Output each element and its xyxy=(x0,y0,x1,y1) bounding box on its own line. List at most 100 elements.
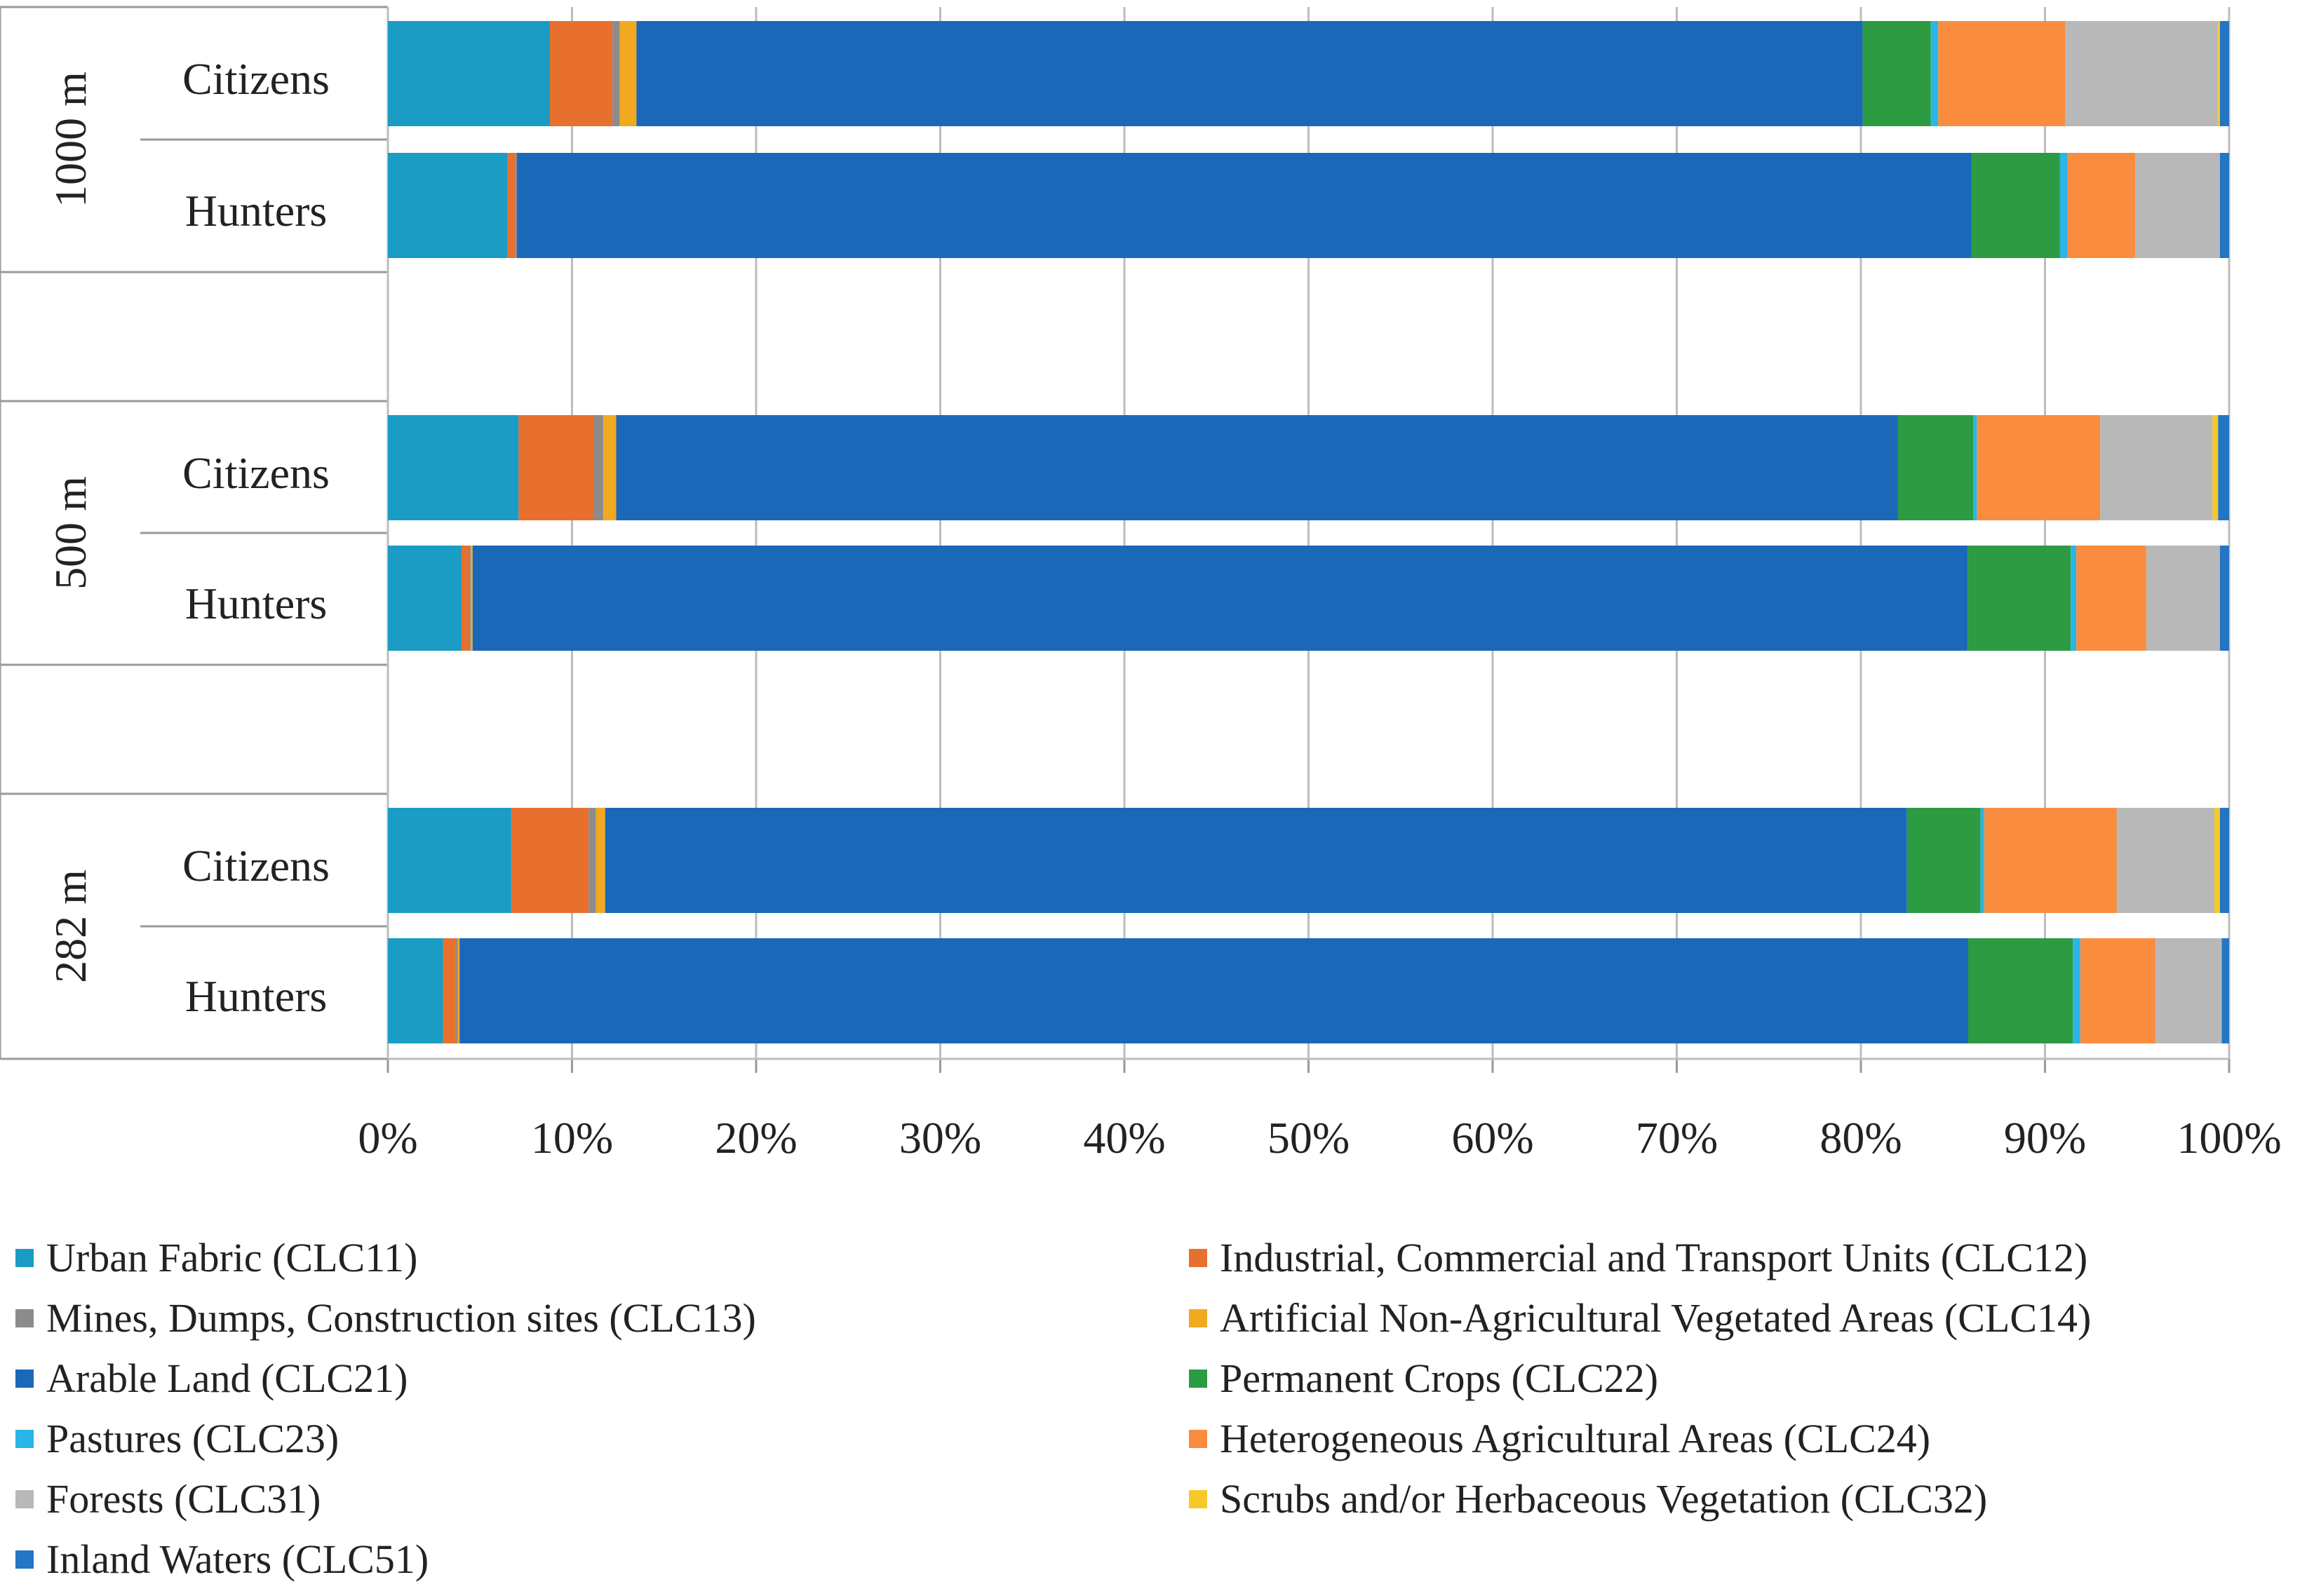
bar-segment xyxy=(388,546,462,651)
row-label: Citizens xyxy=(182,54,330,104)
bar-segment xyxy=(2219,21,2229,126)
legend-swatch xyxy=(15,1550,34,1569)
bar-segment xyxy=(388,808,511,913)
bar-segment xyxy=(1973,415,1977,520)
x-tick-label: 100% xyxy=(2177,1113,2281,1163)
legend-swatch xyxy=(15,1429,34,1448)
bar-segment xyxy=(1906,808,1981,913)
bar-segment xyxy=(472,546,1968,651)
bar-segment xyxy=(2214,808,2220,913)
bar-segment xyxy=(1862,21,1931,126)
bar-segment xyxy=(388,415,519,520)
x-tick-label: 40% xyxy=(1083,1113,1165,1163)
bar-segment xyxy=(588,808,596,913)
bar-segment xyxy=(2073,938,2080,1043)
bar-segment xyxy=(594,415,604,520)
bar-segment xyxy=(388,938,443,1043)
bar-segment xyxy=(2059,153,2067,258)
legend-swatch xyxy=(15,1369,34,1388)
bar-segment xyxy=(507,153,516,258)
bar-segment xyxy=(471,546,473,651)
x-tick-label: 0% xyxy=(358,1113,417,1163)
x-tick-label: 60% xyxy=(1451,1113,1533,1163)
legend-item: Mines, Dumps, Construction sites (CLC13) xyxy=(15,1294,756,1341)
bar-segment xyxy=(516,153,1972,258)
bar-segment xyxy=(2219,153,2229,258)
legend-swatch xyxy=(15,1489,34,1508)
x-tick-label: 50% xyxy=(1267,1113,1350,1163)
legend-label: Artificial Non-Agricultural Vegetated Ar… xyxy=(1220,1295,2092,1341)
legend-item: Urban Fabric (CLC11) xyxy=(15,1234,417,1281)
bar-segment xyxy=(2067,153,2136,258)
bar-segment xyxy=(2146,546,2220,651)
legend-item: Permanent Crops (CLC22) xyxy=(1189,1355,1658,1402)
x-tick-label: 30% xyxy=(899,1113,981,1163)
legend-swatch xyxy=(1189,1369,1207,1388)
bar-segment xyxy=(2071,546,2077,651)
legend-swatch xyxy=(1189,1429,1207,1448)
x-tick-label: 20% xyxy=(715,1113,797,1163)
legend-item: Artificial Non-Agricultural Vegetated Ar… xyxy=(1189,1294,2091,1341)
bar-segment xyxy=(2155,938,2222,1043)
legend-label: Permanent Crops (CLC22) xyxy=(1220,1355,1659,1401)
axis-labels: Citizens Hunters 1000 m Citizens Hunters 500 … xyxy=(46,54,2282,1163)
bar-segment xyxy=(462,546,469,651)
legend-label: Mines, Dumps, Construction sites (CLC13) xyxy=(46,1295,756,1341)
bar-segment xyxy=(603,415,617,520)
bar-segment xyxy=(2076,546,2146,651)
bar-segment xyxy=(1897,415,1974,520)
bar-segment xyxy=(1977,415,2101,520)
bar-segment xyxy=(1980,808,1984,913)
bar-segment xyxy=(515,153,517,258)
legend-swatch xyxy=(1189,1489,1207,1508)
legend-item: Inland Waters (CLC51) xyxy=(15,1536,429,1583)
legend-item: Industrial, Commercial and Transport Uni… xyxy=(1189,1234,2087,1281)
x-tick-label: 90% xyxy=(2004,1113,2086,1163)
legend-label: Heterogeneous Agricultural Areas (CLC24) xyxy=(1220,1416,1931,1461)
bar-segment xyxy=(518,415,594,520)
row-label: Hunters xyxy=(185,971,328,1021)
bar-segment xyxy=(1967,546,2071,651)
bar-segment xyxy=(2065,21,2219,126)
legend-item: Forests (CLC31) xyxy=(15,1475,321,1522)
bar-segment xyxy=(388,153,508,258)
x-tick-label: 70% xyxy=(1636,1113,1718,1163)
row-label: Hunters xyxy=(185,579,328,628)
legend-swatch xyxy=(1189,1308,1207,1327)
row-label: Citizens xyxy=(182,841,330,891)
bar-segment xyxy=(596,808,605,913)
bar-segment xyxy=(459,938,1968,1043)
legend-label: Inland Waters (CLC51) xyxy=(46,1536,429,1582)
bar-segment xyxy=(612,21,620,126)
bar-segment xyxy=(1967,938,2073,1043)
bar-segment xyxy=(2219,546,2229,651)
bar-segment xyxy=(2219,808,2229,913)
row-label: Citizens xyxy=(182,448,330,498)
legend-item: Scrubs and/or Herbaceous Vegetation (CLC… xyxy=(1189,1475,1987,1522)
bar-segment xyxy=(469,546,471,651)
bar-segment xyxy=(2135,153,2220,258)
bar-segment xyxy=(2212,415,2219,520)
legend-label: Urban Fabric (CLC11) xyxy=(46,1235,418,1280)
bar-segment xyxy=(443,938,456,1043)
bar-segment xyxy=(2218,415,2229,520)
bar-segment xyxy=(511,808,589,913)
legend: Urban Fabric (CLC11) Industrial, Commerci… xyxy=(0,1234,2314,1592)
group-label: 500 m xyxy=(46,476,95,590)
legend-label: Scrubs and/or Herbaceous Vegetation (CLC… xyxy=(1220,1476,1988,1522)
bar-segments xyxy=(388,21,2229,1043)
bar-segment xyxy=(2080,938,2156,1043)
bar-segment xyxy=(388,21,550,126)
legend-swatch xyxy=(15,1308,34,1327)
bar-segment xyxy=(2100,415,2213,520)
bar-segment xyxy=(2218,21,2220,126)
bar-segment xyxy=(616,415,1898,520)
bar-segment xyxy=(2116,808,2214,913)
bar-segment xyxy=(1971,153,2060,258)
bar-segment xyxy=(1984,808,2117,913)
x-tick-label: 80% xyxy=(1819,1113,1902,1163)
bar-segment xyxy=(619,21,637,126)
group-label: 282 m xyxy=(46,870,95,983)
group-label: 1000 m xyxy=(46,72,95,208)
